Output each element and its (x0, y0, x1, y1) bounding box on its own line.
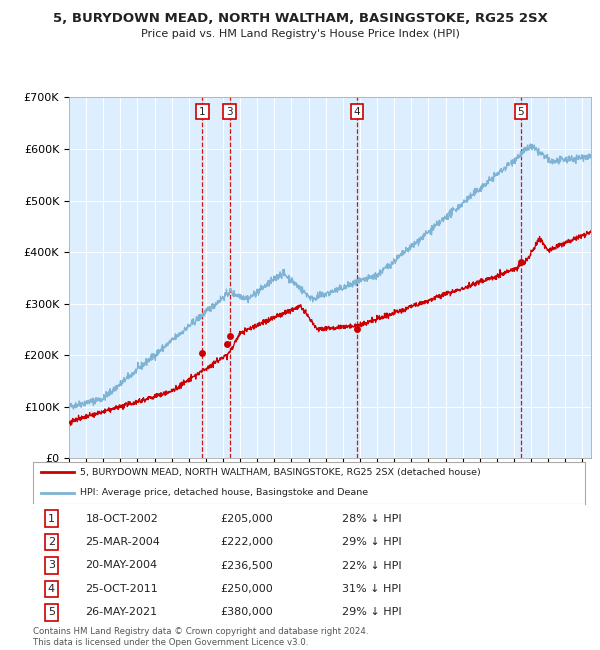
Text: 4: 4 (353, 107, 360, 116)
Text: 2: 2 (47, 537, 55, 547)
Text: 26-MAY-2021: 26-MAY-2021 (85, 608, 158, 617)
Text: 20-MAY-2004: 20-MAY-2004 (85, 560, 158, 571)
Text: £380,000: £380,000 (221, 608, 274, 617)
Text: 5, BURYDOWN MEAD, NORTH WALTHAM, BASINGSTOKE, RG25 2SX: 5, BURYDOWN MEAD, NORTH WALTHAM, BASINGS… (53, 12, 547, 25)
Text: 29% ↓ HPI: 29% ↓ HPI (342, 537, 402, 547)
Text: 31% ↓ HPI: 31% ↓ HPI (342, 584, 401, 594)
Text: 5, BURYDOWN MEAD, NORTH WALTHAM, BASINGSTOKE, RG25 2SX (detached house): 5, BURYDOWN MEAD, NORTH WALTHAM, BASINGS… (80, 468, 481, 477)
Text: £250,000: £250,000 (221, 584, 274, 594)
Text: Contains HM Land Registry data © Crown copyright and database right 2024.
This d: Contains HM Land Registry data © Crown c… (33, 627, 368, 647)
Text: £205,000: £205,000 (221, 514, 274, 523)
Text: 1: 1 (48, 514, 55, 523)
Text: 18-OCT-2002: 18-OCT-2002 (85, 514, 158, 523)
Text: £222,000: £222,000 (221, 537, 274, 547)
Text: HPI: Average price, detached house, Basingstoke and Deane: HPI: Average price, detached house, Basi… (80, 488, 368, 497)
Text: £236,500: £236,500 (221, 560, 274, 571)
Text: 5: 5 (518, 107, 524, 116)
Text: 28% ↓ HPI: 28% ↓ HPI (342, 514, 402, 523)
Text: 22% ↓ HPI: 22% ↓ HPI (342, 560, 402, 571)
Text: 3: 3 (226, 107, 233, 116)
Text: 25-OCT-2011: 25-OCT-2011 (85, 584, 158, 594)
Text: 1: 1 (199, 107, 206, 116)
Text: 29% ↓ HPI: 29% ↓ HPI (342, 608, 402, 617)
Text: 4: 4 (47, 584, 55, 594)
Text: 5: 5 (48, 608, 55, 617)
Text: 25-MAR-2004: 25-MAR-2004 (85, 537, 160, 547)
Text: 3: 3 (48, 560, 55, 571)
Text: Price paid vs. HM Land Registry's House Price Index (HPI): Price paid vs. HM Land Registry's House … (140, 29, 460, 39)
